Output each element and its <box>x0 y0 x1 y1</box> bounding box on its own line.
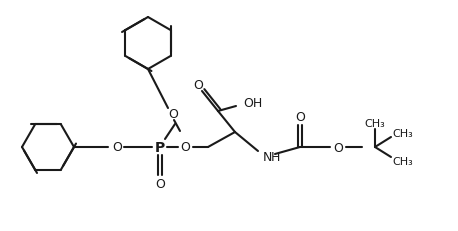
Text: CH₃: CH₃ <box>392 128 413 138</box>
Text: O: O <box>333 142 343 155</box>
Text: OH: OH <box>243 97 262 110</box>
Text: CH₃: CH₃ <box>365 119 385 128</box>
Text: O: O <box>112 141 122 154</box>
Text: P: P <box>155 140 165 154</box>
Text: O: O <box>168 108 178 121</box>
Text: H: H <box>271 151 280 164</box>
Text: O: O <box>180 141 190 154</box>
Text: N: N <box>263 151 273 164</box>
Text: O: O <box>295 111 305 124</box>
Text: O: O <box>193 79 203 92</box>
Text: O: O <box>155 178 165 191</box>
Text: CH₃: CH₃ <box>392 156 413 166</box>
